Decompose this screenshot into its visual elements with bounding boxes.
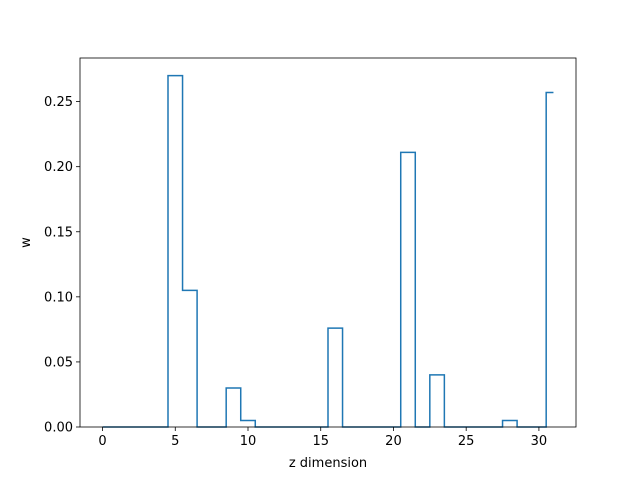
axes-frame <box>79 57 577 428</box>
x-tick-label: 30 <box>531 434 548 449</box>
x-tick-label: 10 <box>240 434 257 449</box>
y-tick-label: 0.00 <box>44 421 73 436</box>
y-tick-label: 0.15 <box>44 225 73 240</box>
y-tick-label: 0.10 <box>44 290 73 305</box>
x-tick-label: 15 <box>312 434 329 449</box>
x-tick-label: 5 <box>171 434 179 449</box>
x-tick-label: 25 <box>458 434 475 449</box>
y-tick-label: 0.20 <box>44 160 73 175</box>
x-tick-label: 0 <box>98 434 106 449</box>
y-tick-label: 0.25 <box>44 95 73 110</box>
x-axis-label: z dimension <box>289 456 367 471</box>
ticks: 0 5 10 15 20 25 30 0.00 0.05 0.10 0.15 0.20 0.25 <box>44 95 547 449</box>
y-tick-label: 0.05 <box>44 355 73 370</box>
y-axis-label: w <box>19 237 34 248</box>
x-tick-label: 20 <box>385 434 402 449</box>
